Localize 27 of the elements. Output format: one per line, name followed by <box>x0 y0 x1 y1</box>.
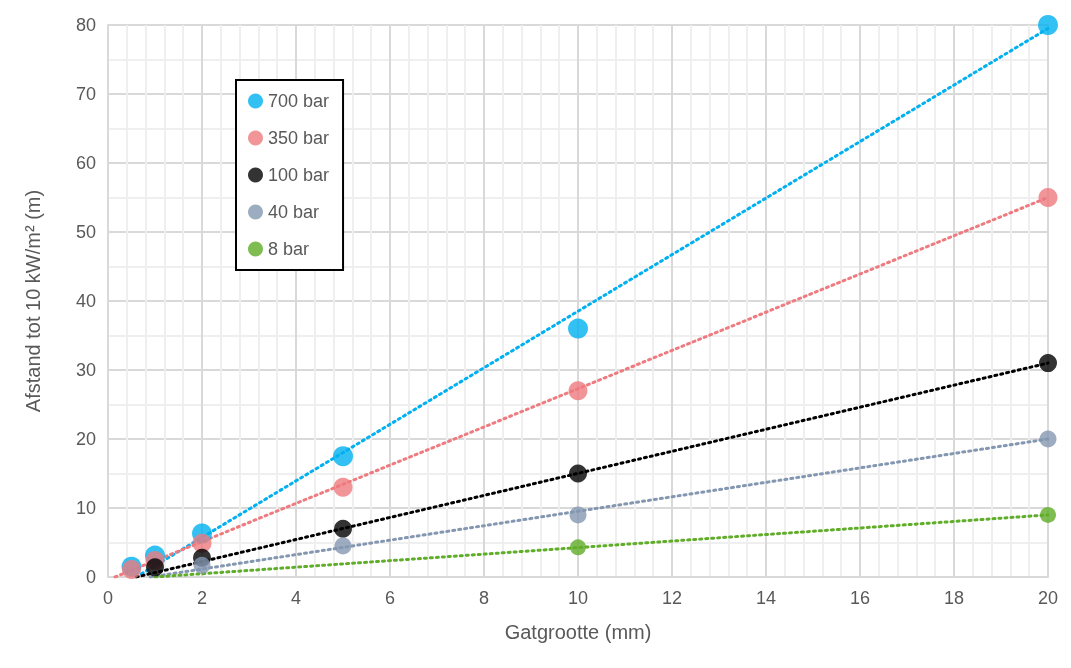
y-tick-label: 80 <box>75 15 96 35</box>
x-tick-label: 2 <box>196 588 208 608</box>
y-tick-label: 30 <box>75 360 96 380</box>
x-tick-label: 20 <box>1037 588 1059 608</box>
y-axis-title: Afstand tot 10 kW/m² (m) <box>22 189 44 413</box>
x-tick-label: 8 <box>478 588 490 608</box>
x-tick-label: 14 <box>755 588 777 608</box>
y-tick-label: 70 <box>75 84 96 104</box>
legend-label: 8 bar <box>268 239 310 259</box>
legend-label: 100 bar <box>268 165 330 185</box>
x-tick-label: 10 <box>567 588 589 608</box>
y-tick-label: 60 <box>75 153 96 173</box>
y-tick-label: 40 <box>75 291 96 311</box>
x-tick-label: 4 <box>290 588 302 608</box>
legend-label: 350 bar <box>268 128 330 148</box>
x-tick-label: 12 <box>661 588 683 608</box>
x-tick-label: 18 <box>943 588 965 608</box>
x-tick-label: 0 <box>102 588 114 608</box>
y-tick-label: 10 <box>75 498 96 518</box>
y-tick-label: 20 <box>75 429 96 449</box>
x-tick-label: 16 <box>849 588 871 608</box>
x-axis-title: Gatgrootte (mm) <box>504 621 652 643</box>
legend-label: 40 bar <box>268 202 320 222</box>
y-tick-label: 50 <box>75 222 96 242</box>
legend-label: 700 bar <box>268 91 330 111</box>
x-tick-label: 6 <box>384 588 396 608</box>
y-tick-label: 0 <box>85 567 96 587</box>
